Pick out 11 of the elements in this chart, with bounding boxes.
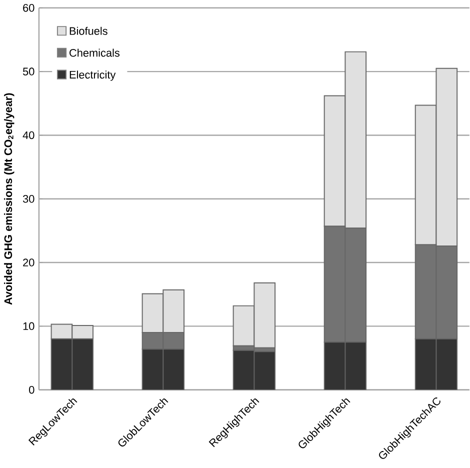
y-tick-label: 30 (22, 195, 34, 203)
text: Avoided GHG emissions (Mt CO$_{2}$eq/year) (4, 93, 14, 305)
legend-label: Biofuels (70, 26, 108, 35)
legend-label: Electricity (70, 70, 116, 81)
y-tick-label: 20 (23, 258, 34, 266)
y-tick-label: 0 (29, 386, 34, 394)
legend-label: Chemicals (70, 48, 120, 57)
y-tick-label: 50 (22, 68, 34, 76)
y-tick-label: 40 (22, 131, 34, 140)
y-tick-label: 60 (23, 4, 34, 12)
y-tick-label: 10 (23, 322, 34, 330)
